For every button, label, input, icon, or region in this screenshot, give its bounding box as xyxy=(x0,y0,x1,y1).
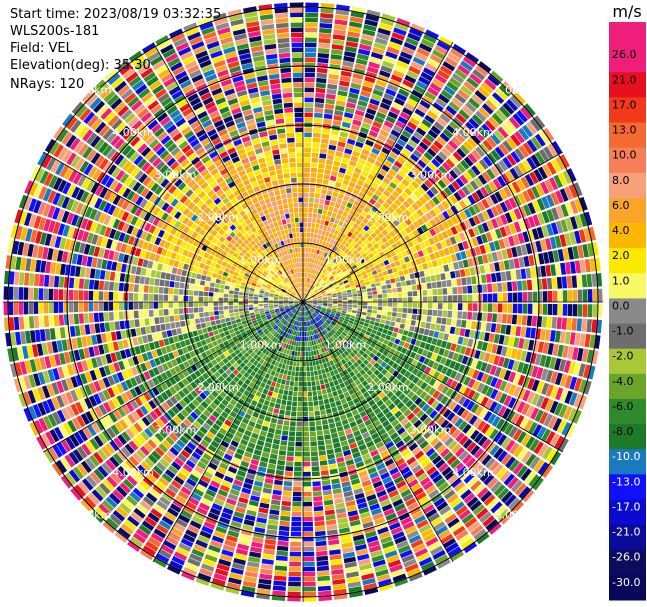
range-label: 2.00km xyxy=(197,211,239,224)
range-label: 3.00km xyxy=(410,423,452,436)
range-label: 2.00km xyxy=(367,381,409,394)
field-name: Field: VEL xyxy=(10,41,73,56)
range-label: 5.00km xyxy=(70,84,112,97)
range-label: 4.00km xyxy=(452,466,494,479)
azimuth-spoke xyxy=(302,151,564,303)
velocity-rays xyxy=(3,2,603,602)
range-label: 3.00km xyxy=(155,423,197,436)
scan-info: Start time: 2023/08/19 03:32:35 WLS200s-… xyxy=(10,6,221,93)
azimuth-spoke xyxy=(302,41,454,303)
range-label: 1.00km xyxy=(240,338,282,351)
range-label: 5.00km xyxy=(495,84,537,97)
range-label: 1.00km xyxy=(325,254,367,267)
instrument-name: WLS200s-181 xyxy=(10,24,100,39)
azimuth-spoke xyxy=(42,301,304,453)
azimuth-spoke xyxy=(302,301,564,453)
range-label: 2.00km xyxy=(197,381,239,394)
range-label: 3.00km xyxy=(410,169,452,182)
range-label: 5.00km xyxy=(495,508,537,521)
range-label: 1.00km xyxy=(325,338,367,351)
range-label: 4.00km xyxy=(112,126,154,139)
range-label: 4.00km xyxy=(452,126,494,139)
range-label: 4.00km xyxy=(112,466,154,479)
azimuth-spoke xyxy=(152,301,304,563)
azimuth-spoke xyxy=(152,41,304,303)
azimuth-spoke xyxy=(302,301,454,563)
start-time: Start time: 2023/08/19 03:32:35 xyxy=(10,7,222,22)
range-label: 3.00km xyxy=(155,169,197,182)
azimuth-spoke xyxy=(42,151,304,303)
range-label: 2.00km xyxy=(367,211,409,224)
range-rings-and-spokes xyxy=(3,2,603,602)
nrays: NRays: 120 xyxy=(10,77,85,92)
range-label: 5.00km xyxy=(70,508,112,521)
range-label: 1.00km xyxy=(240,254,282,267)
range-labels: 1.00km 1.00km 1.00km 1.00km 2.00km 2.00km 2.00… xyxy=(70,84,536,522)
elevation: Elevation(deg): 35.30 xyxy=(10,58,151,73)
